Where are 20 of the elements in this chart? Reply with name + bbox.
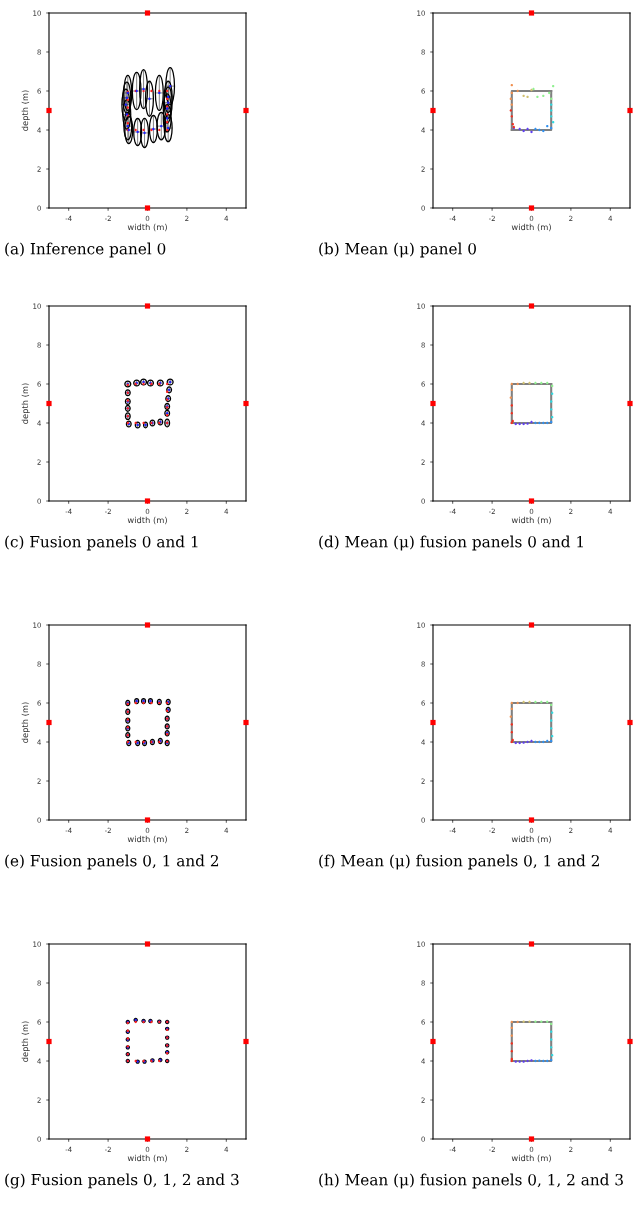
text: (f) Mean (μ) fusion panels 0, 1 and 2 xyxy=(319,854,599,870)
text: (a) Inference panel 0 xyxy=(5,242,166,258)
text: (c) Fusion panels 0 and 1 xyxy=(5,535,198,551)
y-axis-title: depth (m) xyxy=(21,1021,30,1062)
x-axis-title: width (m) xyxy=(127,1154,167,1163)
text: (h) Mean (μ) fusion panels 0, 1, 2 and 3 xyxy=(319,1173,623,1189)
text: (e) Fusion panels 0, 1 and 2 xyxy=(5,854,219,870)
x-axis-title: width (m) xyxy=(511,223,551,232)
text: (b) Mean (μ) panel 0 xyxy=(319,242,476,258)
text: (d) Mean (μ) fusion panels 0 and 1 xyxy=(319,535,583,551)
x-axis-title: width (m) xyxy=(511,835,551,844)
x-axis-title: width (m) xyxy=(127,516,167,525)
y-axis-title: depth (m) xyxy=(21,90,30,131)
x-axis-title: width (m) xyxy=(127,835,167,844)
x-axis-title: width (m) xyxy=(511,1154,551,1163)
y-axis-title: depth (m) xyxy=(21,383,30,424)
text: (g) Fusion panels 0, 1, 2 and 3 xyxy=(5,1173,239,1189)
x-axis-title: width (m) xyxy=(511,516,551,525)
x-axis-title: width (m) xyxy=(127,223,167,232)
y-axis-title: depth (m) xyxy=(21,702,30,743)
